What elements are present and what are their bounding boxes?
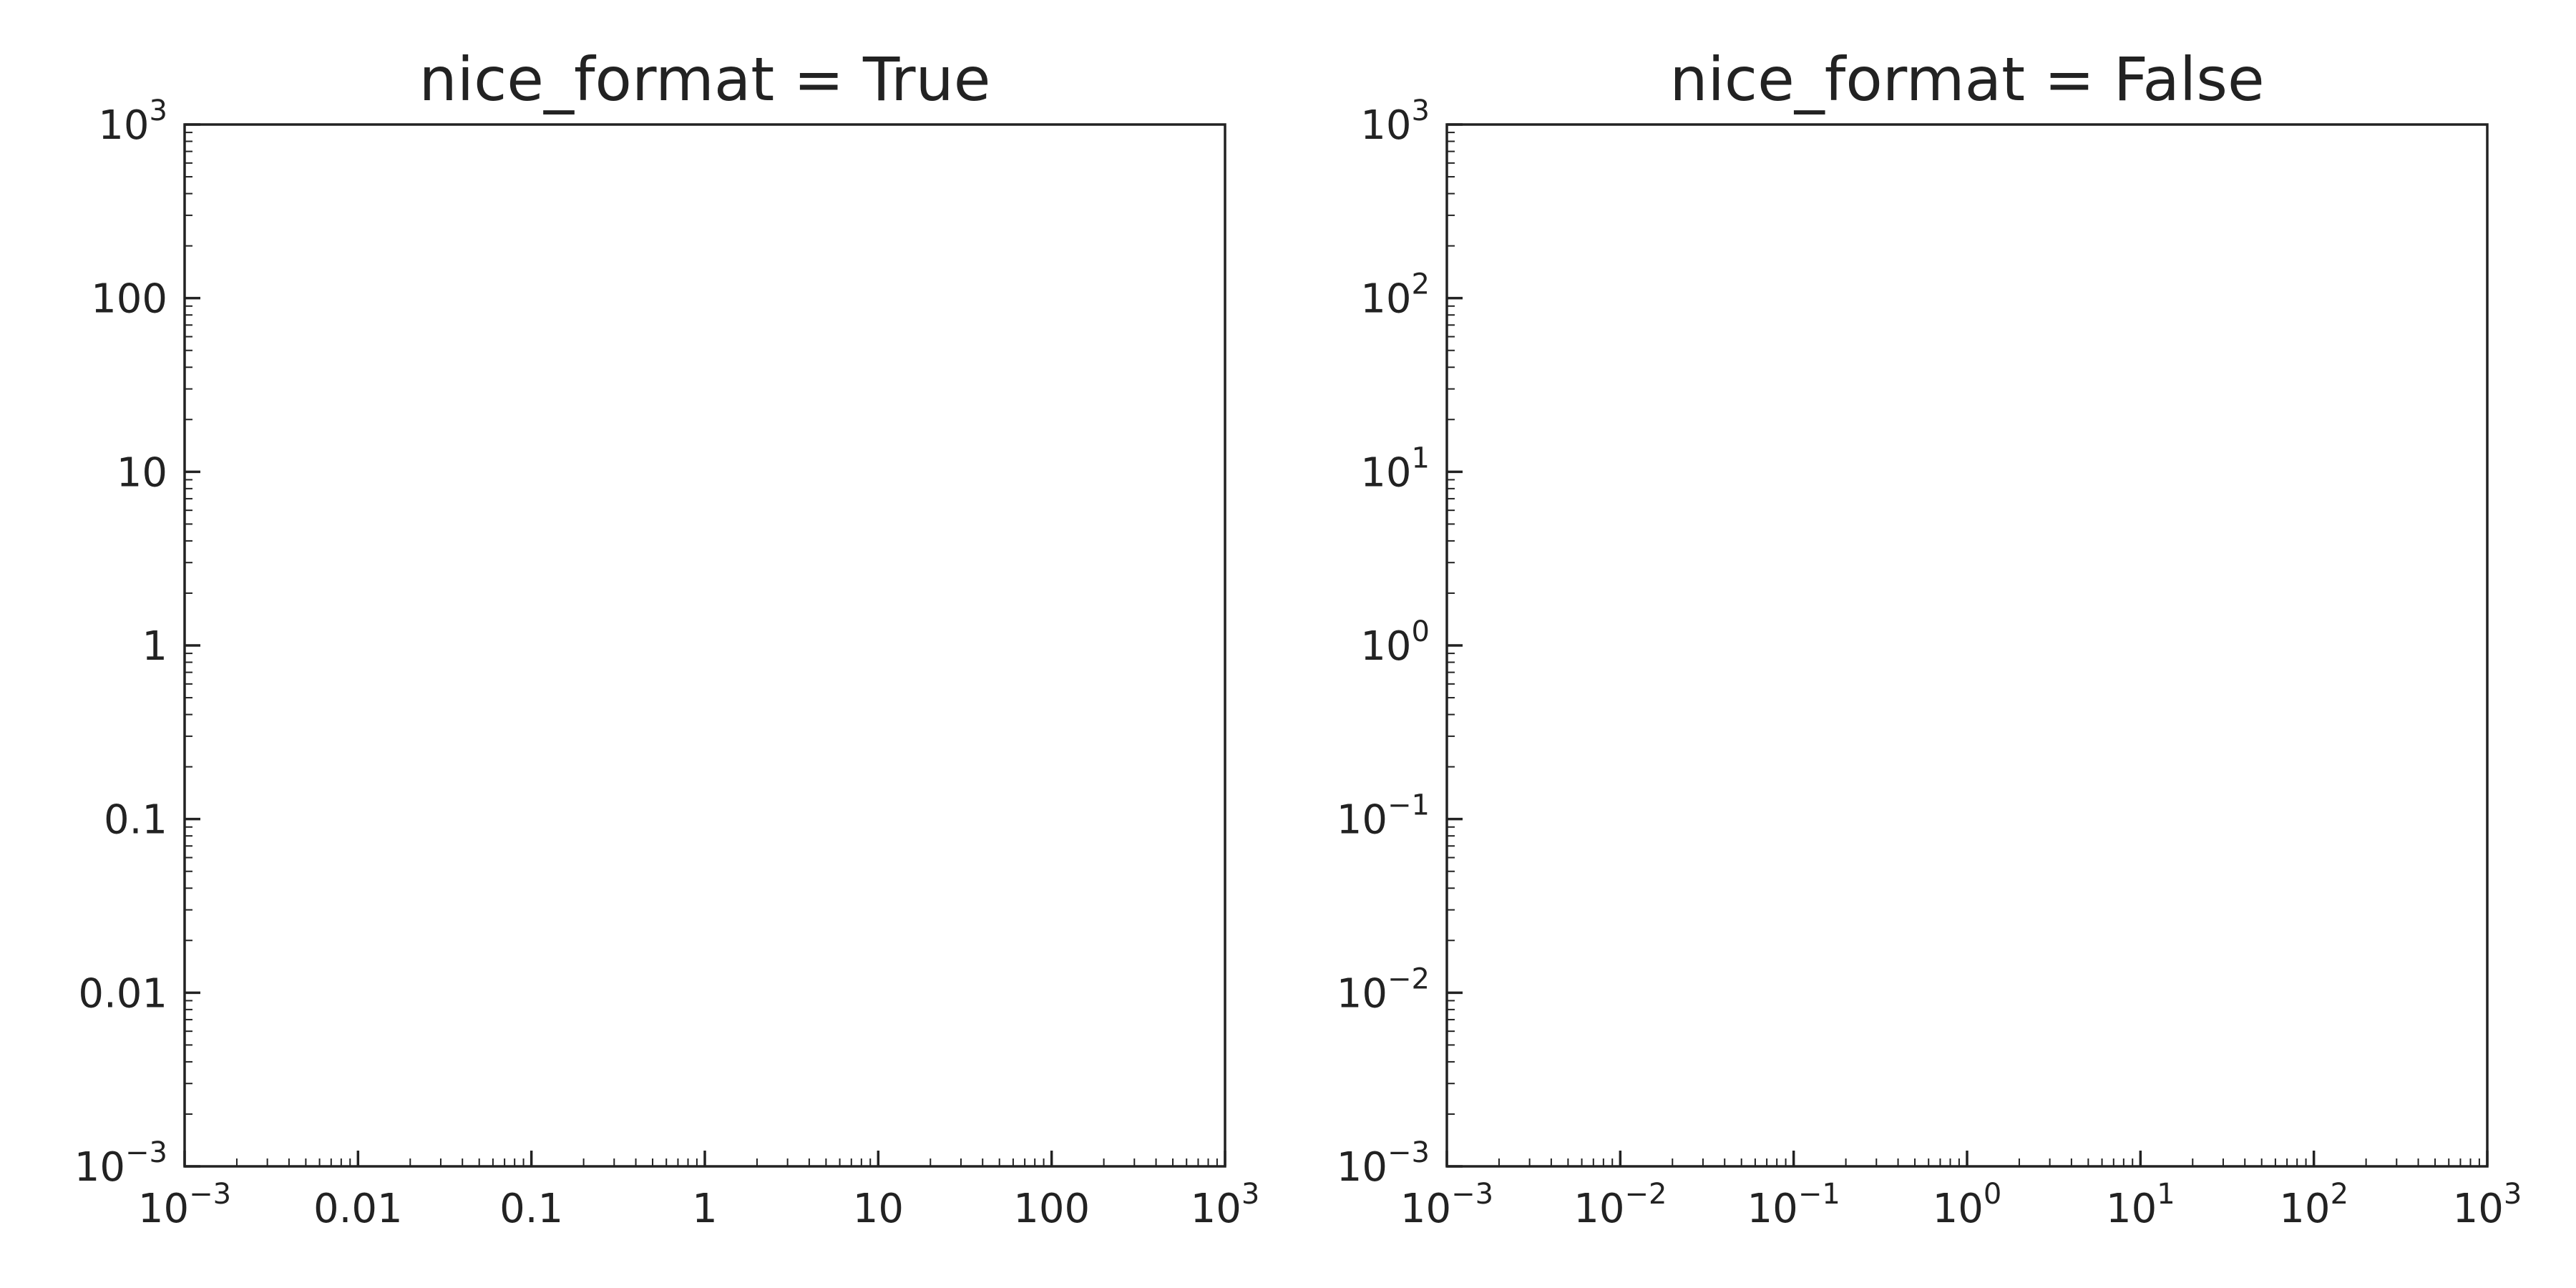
tick-label-mantissa: 10 bbox=[1191, 1186, 1241, 1232]
x-tick-label: 10−3 bbox=[138, 1178, 231, 1232]
tick-label-mantissa: 10 bbox=[1337, 797, 1387, 844]
y-tick-label: 0.01 bbox=[78, 970, 167, 1017]
plot-area bbox=[1445, 123, 2489, 1168]
y-tick-label: 10−2 bbox=[1337, 962, 1430, 1017]
tick-label-exponent: −3 bbox=[189, 1178, 231, 1211]
tick-label-mantissa: 10 bbox=[74, 1144, 125, 1191]
tick-label-exponent: −2 bbox=[1624, 1178, 1667, 1211]
tick-label-mantissa: 10 bbox=[1337, 970, 1387, 1017]
y-tick-label: 103 bbox=[98, 94, 167, 149]
x-tick-label: 0.1 bbox=[499, 1186, 563, 1232]
tick-label-exponent: 0 bbox=[1412, 615, 1430, 648]
x-tick-label: 102 bbox=[2279, 1178, 2348, 1232]
x-tick-label: 10−1 bbox=[1747, 1178, 1840, 1232]
y-tick-label: 103 bbox=[1360, 94, 1430, 149]
tick-label-mantissa: 10 bbox=[1360, 276, 1411, 323]
tick-label-exponent: 2 bbox=[2331, 1178, 2348, 1211]
x-tick-label: 10 bbox=[853, 1186, 904, 1232]
y-tick-label: 100 bbox=[1360, 615, 1430, 670]
y-tick-label: 10−3 bbox=[74, 1136, 167, 1191]
tick-label-exponent: −3 bbox=[1451, 1178, 1493, 1211]
y-axis-ticks bbox=[1447, 123, 1463, 1168]
y-tick-label: 10−3 bbox=[1337, 1136, 1430, 1191]
tick-label-exponent: 1 bbox=[1412, 441, 1430, 474]
x-tick-label: 0.01 bbox=[313, 1186, 403, 1232]
y-tick-label: 10 bbox=[117, 449, 167, 496]
tick-label-exponent: −1 bbox=[1387, 789, 1430, 822]
x-tick-label: 100 bbox=[1933, 1178, 2002, 1232]
plot-area bbox=[183, 123, 1226, 1168]
chart-title: nice_format = False bbox=[1669, 44, 2264, 114]
tick-label-mantissa: 10 bbox=[1933, 1186, 1984, 1232]
x-tick-label: 10−2 bbox=[1574, 1178, 1667, 1232]
chart-title: nice_format = True bbox=[419, 44, 991, 114]
tick-label-exponent: 1 bbox=[2157, 1178, 2175, 1211]
x-tick-label: 100 bbox=[1013, 1186, 1090, 1232]
tick-label-exponent: 3 bbox=[1412, 94, 1430, 127]
tick-label-mantissa: 10 bbox=[2106, 1186, 2157, 1232]
x-tick-label: 101 bbox=[2106, 1178, 2175, 1232]
tick-label-exponent: 3 bbox=[150, 94, 167, 127]
y-tick-label: 101 bbox=[1360, 441, 1430, 496]
y-tick-label: 10−1 bbox=[1337, 789, 1430, 844]
tick-label-mantissa: 10 bbox=[1337, 1144, 1387, 1191]
y-axis-ticks bbox=[185, 123, 200, 1168]
tick-label-exponent: 3 bbox=[1241, 1178, 1259, 1211]
tick-label-mantissa: 10 bbox=[2453, 1186, 2504, 1232]
tick-label-mantissa: 10 bbox=[1400, 1186, 1451, 1232]
x-axis-ticks bbox=[1445, 1151, 2489, 1166]
y-tick-label: 1 bbox=[142, 623, 167, 670]
tick-label-mantissa: 10 bbox=[1360, 102, 1411, 149]
tick-label-mantissa: 10 bbox=[2279, 1186, 2330, 1232]
y-tick-label: 100 bbox=[91, 276, 167, 323]
tick-label-mantissa: 10 bbox=[138, 1186, 189, 1232]
x-tick-label: 10−3 bbox=[1400, 1178, 1493, 1232]
tick-label-mantissa: 10 bbox=[1360, 623, 1411, 670]
tick-label-exponent: 2 bbox=[1412, 268, 1430, 301]
tick-label-mantissa: 10 bbox=[1360, 449, 1411, 496]
y-tick-label: 102 bbox=[1360, 268, 1430, 323]
y-tick-label: 0.1 bbox=[104, 797, 167, 844]
tick-label-exponent: 3 bbox=[2504, 1178, 2522, 1211]
tick-label-exponent: −3 bbox=[125, 1136, 167, 1169]
tick-label-mantissa: 10 bbox=[1574, 1186, 1624, 1232]
tick-label-mantissa: 10 bbox=[1747, 1186, 1798, 1232]
tick-label-mantissa: 10 bbox=[98, 102, 149, 149]
x-tick-label: 103 bbox=[1191, 1178, 1260, 1232]
tick-label-exponent: −3 bbox=[1387, 1136, 1430, 1169]
tick-label-exponent: −2 bbox=[1387, 962, 1430, 995]
x-tick-label: 103 bbox=[2453, 1178, 2522, 1232]
tick-label-exponent: 0 bbox=[1984, 1178, 2001, 1211]
x-tick-label: 1 bbox=[692, 1186, 718, 1232]
tick-label-exponent: −1 bbox=[1798, 1178, 1840, 1211]
x-axis-ticks bbox=[183, 1151, 1226, 1166]
